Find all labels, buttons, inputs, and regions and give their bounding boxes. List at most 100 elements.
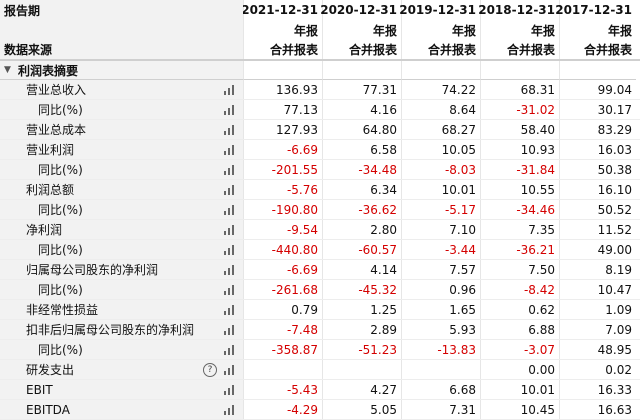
- bar-chart-icon[interactable]: [224, 305, 235, 315]
- section-title: 利润表摘要: [18, 63, 79, 78]
- value-cell: 49.00: [559, 240, 636, 259]
- value-cell: 50.52: [559, 200, 636, 219]
- bar-chart-icon[interactable]: [224, 365, 235, 375]
- date-col-2017[interactable]: 2017-12-31: [555, 0, 636, 20]
- value-cell: 127.93: [243, 120, 322, 139]
- value-cell: -31.84: [480, 160, 559, 179]
- value-cell: 10.55: [480, 180, 559, 199]
- value-cell: 0.62: [480, 300, 559, 319]
- row-label-cell: 利润总额: [0, 180, 243, 199]
- value-cell: 1.09: [559, 300, 636, 319]
- table-row: EBITDA -4.29 5.05 7.31 10.45 16.63: [0, 400, 640, 420]
- value-cell: 6.68: [401, 380, 480, 399]
- table-row: 同比(%) -261.68 -45.32 0.96 -8.42 10.47: [0, 280, 640, 300]
- value-cell: 16.33: [559, 380, 636, 399]
- value-cell: 7.35: [480, 220, 559, 239]
- bar-chart-icon[interactable]: [224, 165, 235, 175]
- value-cell: -3.07: [480, 340, 559, 359]
- value-cell: 11.52: [559, 220, 636, 239]
- chevron-down-icon[interactable]: ▼: [4, 65, 11, 75]
- header-row-report-type: 年报 年报 年报 年报 年报: [0, 20, 640, 40]
- row-label-cell: 净利润: [0, 220, 243, 239]
- table-row: 营业利润 -6.69 6.58 10.05 10.93 16.03: [0, 140, 640, 160]
- value-cell: 10.01: [480, 380, 559, 399]
- report-type-2021: 年报: [243, 20, 322, 40]
- value-cell: 10.01: [401, 180, 480, 199]
- bar-chart-icon[interactable]: [224, 405, 235, 415]
- value-cell: -358.87: [243, 340, 322, 359]
- value-cell: 10.05: [401, 140, 480, 159]
- row-label-cell: 营业总成本: [0, 120, 243, 139]
- bar-chart-icon[interactable]: [224, 265, 235, 275]
- value-cell: -201.55: [243, 160, 322, 179]
- bar-chart-icon[interactable]: [224, 285, 235, 295]
- value-cell: -60.57: [322, 240, 401, 259]
- value-cell: 74.22: [401, 80, 480, 99]
- bar-chart-icon[interactable]: [224, 205, 235, 215]
- value-cell: -34.48: [322, 160, 401, 179]
- date-col-2018[interactable]: 2018-12-31: [478, 0, 559, 20]
- section-empty-cell: [480, 61, 559, 80]
- date-col-2020[interactable]: 2020-12-31: [320, 0, 401, 20]
- table-row: 净利润 -9.54 2.80 7.10 7.35 11.52: [0, 220, 640, 240]
- value-cell: 83.29: [559, 120, 636, 139]
- value-cell: 6.88: [480, 320, 559, 339]
- report-type-2020: 年报: [322, 20, 401, 40]
- value-cell: 77.13: [243, 100, 322, 119]
- value-cell: -3.44: [401, 240, 480, 259]
- bar-chart-icon[interactable]: [224, 85, 235, 95]
- table-row: 同比(%) -201.55 -34.48 -8.03 -31.84 50.38: [0, 160, 640, 180]
- value-cell: 48.95: [559, 340, 636, 359]
- period-label: 报告期: [0, 0, 243, 20]
- bar-chart-icon[interactable]: [224, 185, 235, 195]
- value-cell: 7.31: [401, 400, 480, 419]
- row-label-cell: 扣非后归属母公司股东的净利润: [0, 320, 243, 339]
- row-label-cell: 研发支出?: [0, 360, 243, 379]
- table-row: 同比(%) 77.13 4.16 8.64 -31.02 30.17: [0, 100, 640, 120]
- value-cell: 8.19: [559, 260, 636, 279]
- value-cell: -5.76: [243, 180, 322, 199]
- value-cell: -190.80: [243, 200, 322, 219]
- value-cell: 7.50: [480, 260, 559, 279]
- value-cell: -36.21: [480, 240, 559, 259]
- value-cell: 68.31: [480, 80, 559, 99]
- value-cell: 68.27: [401, 120, 480, 139]
- bar-chart-icon[interactable]: [224, 225, 235, 235]
- section-empty-cell: [322, 61, 401, 80]
- bar-chart-icon[interactable]: [224, 145, 235, 155]
- value-cell: 16.63: [559, 400, 636, 419]
- help-icon[interactable]: ?: [203, 363, 217, 377]
- row-label: 同比(%): [38, 203, 83, 217]
- value-cell: 16.10: [559, 180, 636, 199]
- bar-chart-icon[interactable]: [224, 245, 235, 255]
- row-label-cell: 同比(%): [0, 100, 243, 119]
- table-row: 归属母公司股东的净利润 -6.69 4.14 7.57 7.50 8.19: [0, 260, 640, 280]
- value-cell: 1.25: [322, 300, 401, 319]
- bar-chart-icon[interactable]: [224, 105, 235, 115]
- value-cell: -51.23: [322, 340, 401, 359]
- value-cell: 7.57: [401, 260, 480, 279]
- value-cell: -31.02: [480, 100, 559, 119]
- date-col-2019[interactable]: 2019-12-31: [399, 0, 480, 20]
- value-cell: 10.47: [559, 280, 636, 299]
- row-label: 同比(%): [38, 343, 83, 357]
- value-cell: -8.42: [480, 280, 559, 299]
- bar-chart-icon[interactable]: [224, 125, 235, 135]
- section-title-cell[interactable]: ▼ 利润表摘要: [0, 61, 243, 80]
- row-label: 营业总成本: [26, 123, 87, 137]
- table-row: 营业总收入 136.93 77.31 74.22 68.31 99.04: [0, 80, 640, 100]
- table-row: EBIT -5.43 4.27 6.68 10.01 16.33: [0, 380, 640, 400]
- bar-chart-icon[interactable]: [224, 385, 235, 395]
- value-cell: -45.32: [322, 280, 401, 299]
- value-cell: 2.80: [322, 220, 401, 239]
- bar-chart-icon[interactable]: [224, 325, 235, 335]
- source-2017: 合并报表: [559, 40, 636, 59]
- section-profit-summary[interactable]: ▼ 利润表摘要: [0, 60, 640, 80]
- date-col-2021[interactable]: 2021-12-31: [241, 0, 322, 20]
- source-2019: 合并报表: [401, 40, 480, 59]
- bar-chart-icon[interactable]: [224, 345, 235, 355]
- value-cell: 4.16: [322, 100, 401, 119]
- source-2018: 合并报表: [480, 40, 559, 59]
- value-cell: 7.10: [401, 220, 480, 239]
